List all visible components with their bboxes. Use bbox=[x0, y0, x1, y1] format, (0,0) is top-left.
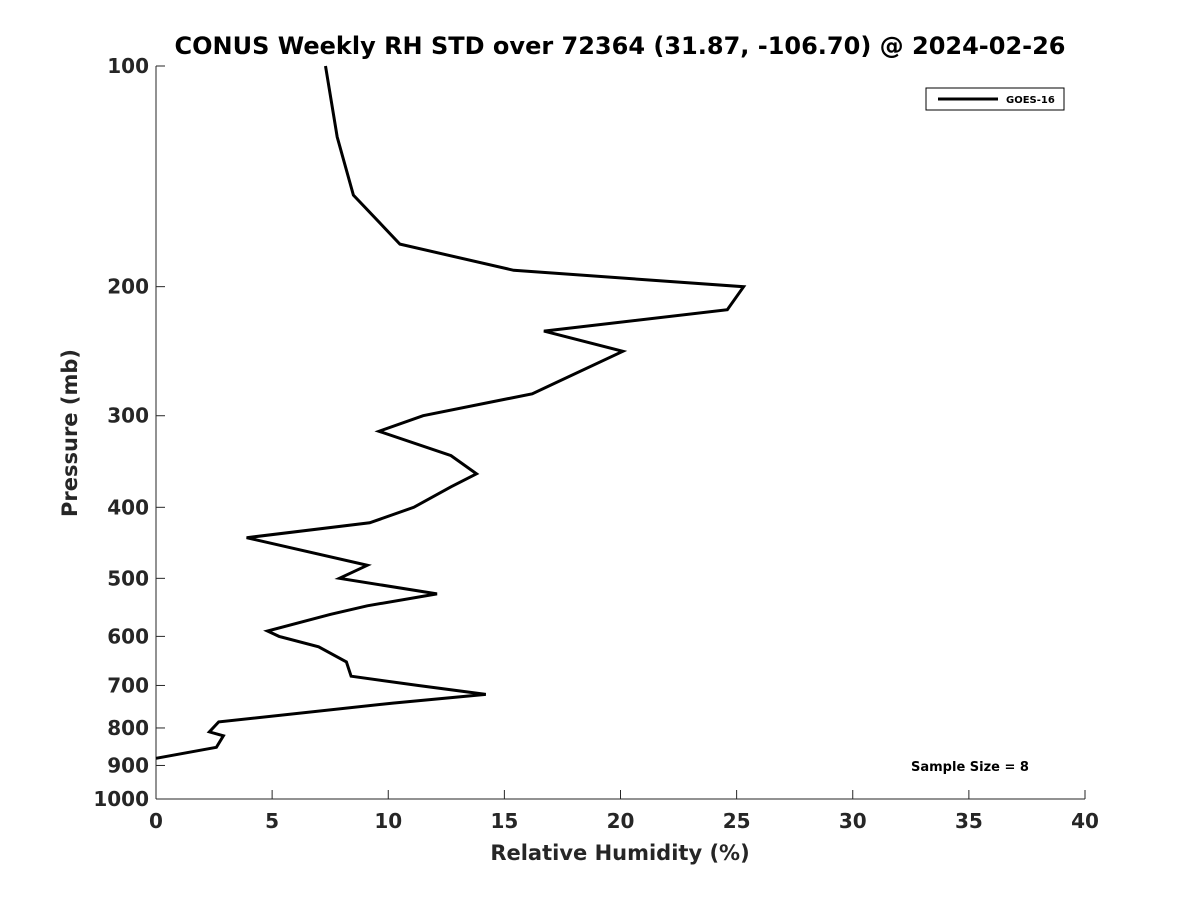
x-tick-label: 35 bbox=[955, 809, 983, 833]
x-tick-label: 25 bbox=[723, 809, 751, 833]
y-tick-label: 800 bbox=[107, 716, 149, 740]
x-tick-label: 10 bbox=[374, 809, 402, 833]
y-tick-label: 500 bbox=[107, 566, 149, 590]
x-tick-label: 5 bbox=[265, 809, 279, 833]
series-layer bbox=[155, 65, 747, 760]
x-tick-label: 0 bbox=[149, 809, 163, 833]
x-axis-label: Relative Humidity (%) bbox=[490, 841, 749, 865]
legend-label-goes-16: GOES-16 bbox=[1006, 95, 1055, 106]
sample-size-annotation: Sample Size = 8 bbox=[911, 760, 1029, 775]
y-tick-label: 600 bbox=[107, 624, 149, 648]
y-tick-label: 300 bbox=[107, 404, 149, 428]
plot-axes: 0 5 10 15 20 25 30 35 40 100 200 300 400 500 600 700 800… bbox=[93, 54, 1099, 833]
y-tick-label: 900 bbox=[107, 753, 149, 777]
x-tick-label: 30 bbox=[839, 809, 867, 833]
x-tick-label: 15 bbox=[490, 809, 518, 833]
x-tick-label: 20 bbox=[607, 809, 635, 833]
y-tick-label: 200 bbox=[107, 275, 149, 299]
y-tick-label: 400 bbox=[107, 495, 149, 519]
x-tick-label: 40 bbox=[1071, 809, 1099, 833]
legend: GOES-16 bbox=[925, 87, 1065, 111]
chart-title: CONUS Weekly RH STD over 72364 (31.87, -… bbox=[174, 32, 1065, 60]
y-axis-label: Pressure (mb) bbox=[58, 349, 82, 517]
series-line-goes-16 bbox=[155, 65, 747, 760]
y-tick-label: 100 bbox=[107, 54, 149, 78]
y-tick-label: 700 bbox=[107, 673, 149, 697]
y-tick-label: 1000 bbox=[93, 787, 149, 811]
